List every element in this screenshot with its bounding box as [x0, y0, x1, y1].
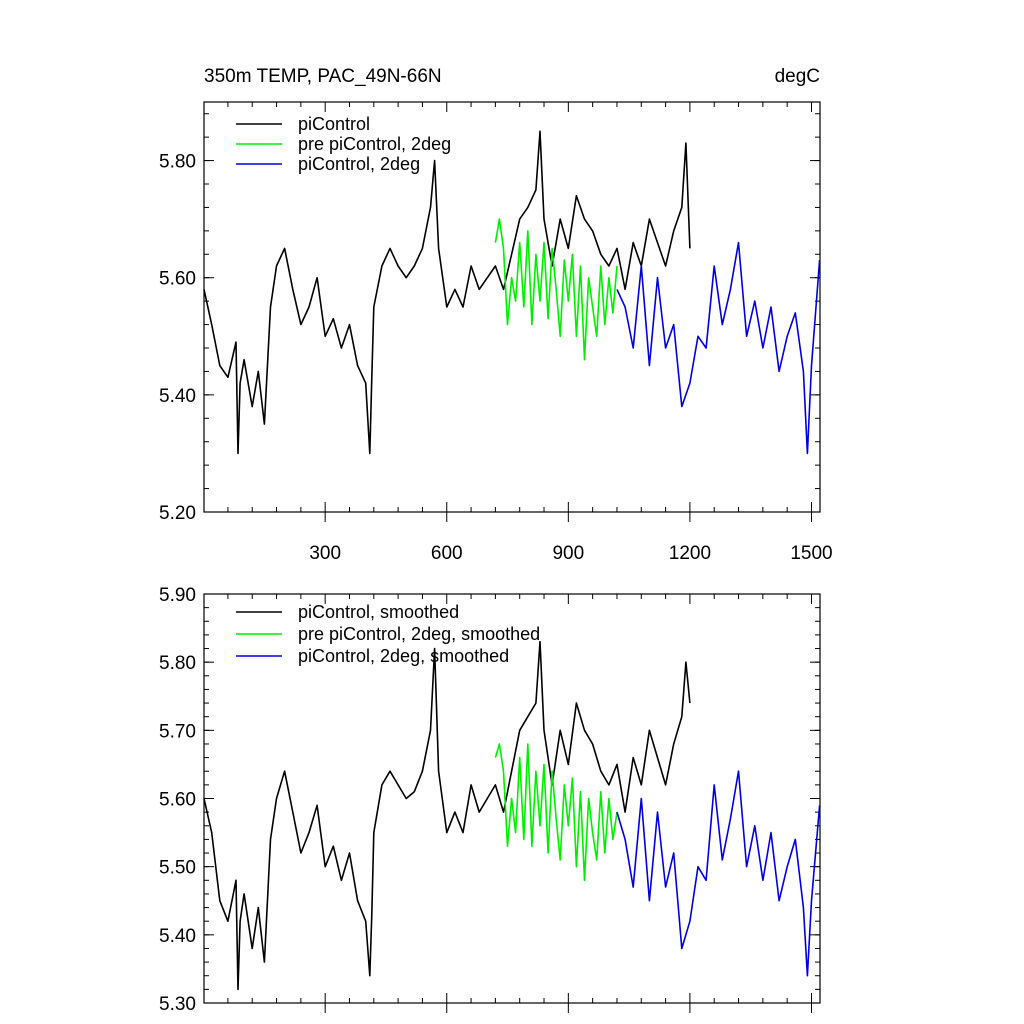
series-line-2: [616, 241, 821, 455]
legend-label: piControl: [298, 114, 370, 134]
series-line-1: [494, 743, 618, 882]
y-tick-label: 5.30: [159, 994, 196, 1015]
series-line-0: [203, 640, 691, 991]
series-line-0: [203, 130, 691, 455]
legend-label: piControl, 2deg: [298, 154, 420, 174]
plot-frame: [203, 101, 821, 513]
x-tick-label: 1200: [669, 543, 711, 564]
y-tick-label: 5.40: [159, 926, 196, 947]
units-label: degC: [775, 66, 820, 87]
legend-label: piControl, 2deg, smoothed: [298, 646, 509, 666]
y-tick-label: 5.60: [159, 790, 196, 811]
bottom-panel: 5.30 5.40 5.50 5.60 5.70 5.80 5.90 piControl, s…: [159, 585, 821, 1015]
y-tick-label: 5.80: [159, 152, 196, 173]
y-tick-label: 5.60: [159, 269, 196, 290]
y-tick-label: 5.20: [159, 503, 196, 524]
top-panel: 300 600 900 1200 1500 5.20 5.40 5.60 5.80 piContr…: [159, 101, 833, 564]
y-tick-label: 5.70: [159, 721, 196, 742]
x-tick-label: 600: [431, 543, 463, 564]
legend-label: piControl, smoothed: [298, 602, 459, 622]
series-line-2: [616, 770, 821, 977]
y-tick-label: 5.50: [159, 858, 196, 879]
legend-label: pre piControl, 2deg: [298, 134, 451, 154]
x-tick-label: 300: [309, 543, 341, 564]
series-line-1: [494, 218, 618, 361]
y-tick-label: 5.80: [159, 653, 196, 674]
x-tick-label: 900: [552, 543, 584, 564]
x-tick-label: 1500: [790, 543, 832, 564]
legend-label: pre piControl, 2deg, smoothed: [298, 624, 540, 644]
y-tick-label: 5.90: [159, 585, 196, 606]
chart-title: 350m TEMP, PAC_49N-66N: [204, 66, 442, 87]
y-tick-label: 5.40: [159, 386, 196, 407]
